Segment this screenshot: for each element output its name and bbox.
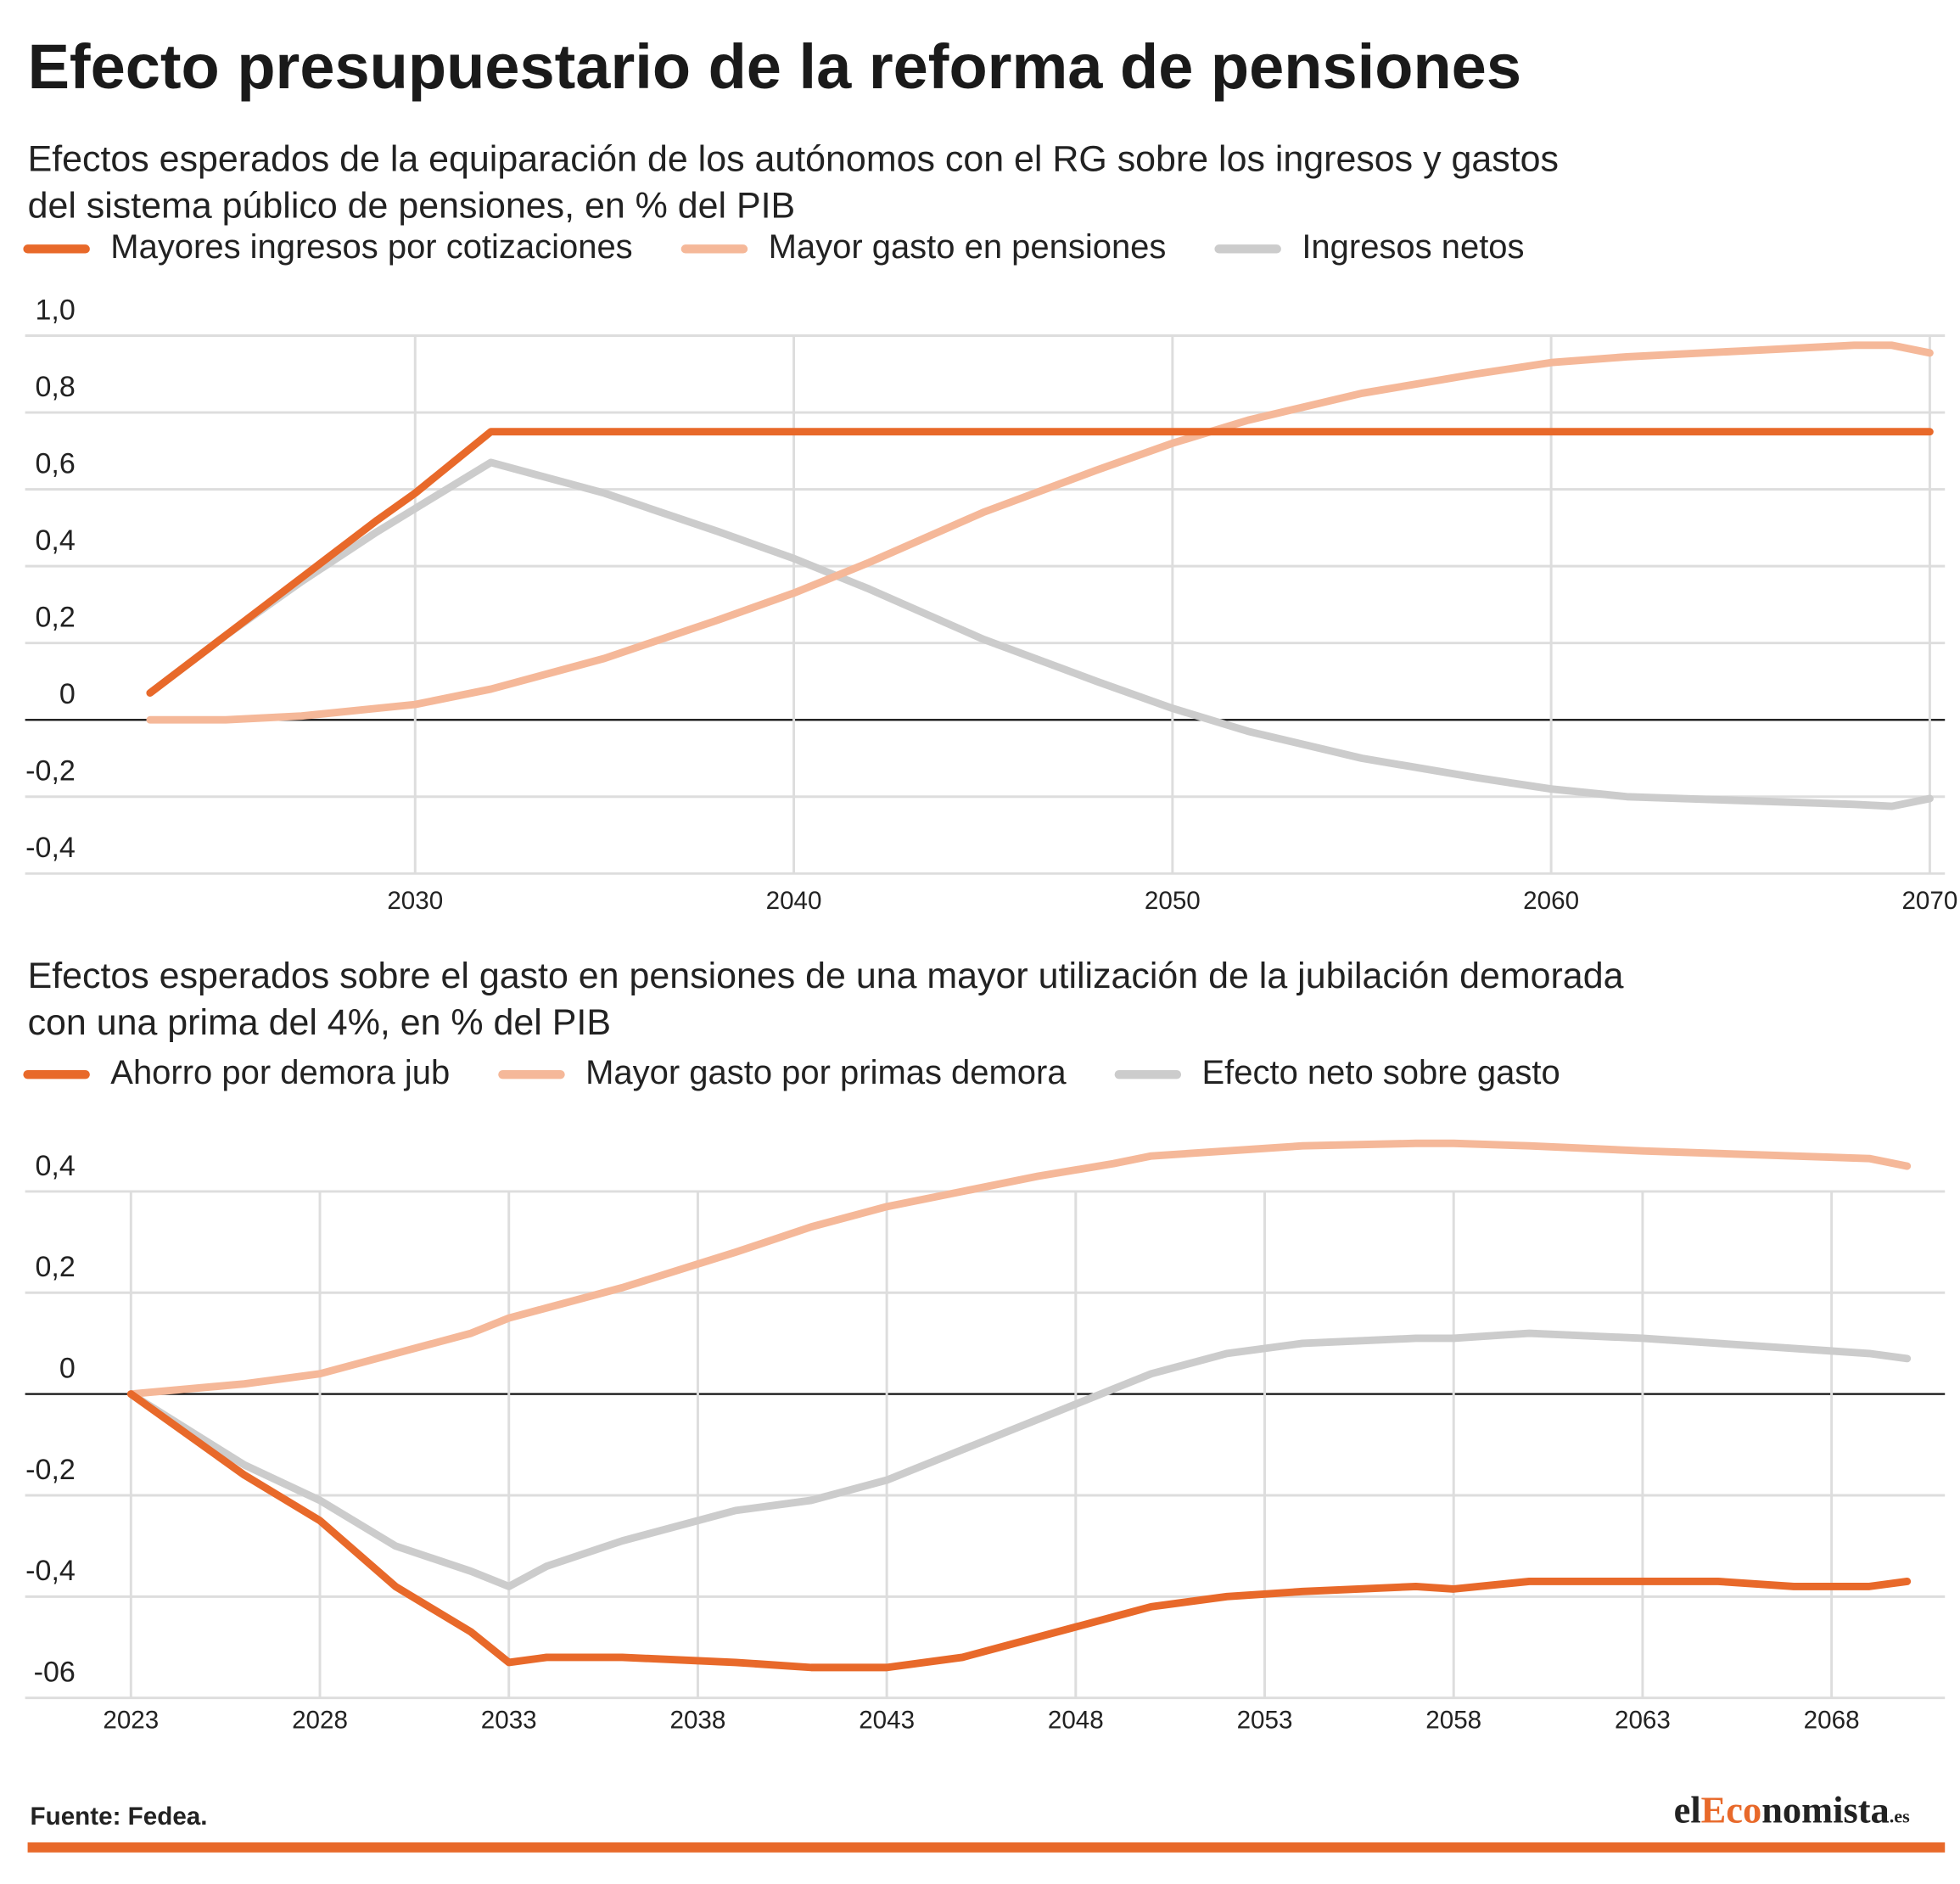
chart-subtitle: Efectos esperados sobre el gasto en pens… [28,956,1624,996]
data-line [126,1390,1912,1672]
y-tick-label: -0,2 [25,1454,76,1486]
footer-bar [27,1842,1946,1853]
chart-subtitle: del sistema público de pensiones, en % d… [28,185,796,226]
y-tick-label: -0,2 [25,755,76,788]
y-tick-label: 0,8 [36,371,76,403]
x-tick-label: 2038 [669,1707,725,1735]
logo-part: el [1674,1788,1701,1831]
x-tick-label: 2053 [1237,1707,1293,1735]
logo: elEconomista.es [1674,1788,1911,1831]
legend-label: Mayores ingresos por cotizaciones [110,228,632,266]
logo-part: .es [1890,1805,1910,1826]
x-tick-label: 2068 [1804,1707,1860,1735]
data-line [126,1329,1912,1590]
y-tick-label: 0,2 [36,602,76,634]
x-tick-label: 2040 [766,887,822,915]
logo-part: nomista [1761,1788,1890,1831]
logo-part: Eco [1701,1788,1762,1831]
y-tick-label: 0 [59,678,76,710]
y-tick-label: 0,4 [36,1150,76,1182]
x-tick-label: 2033 [481,1707,537,1735]
chart-subtitle: con una prima del 4%, en % del PIB [28,1002,611,1043]
data-line [126,1139,1912,1399]
x-tick-label: 2063 [1615,1707,1671,1735]
x-tick-label: 2050 [1145,887,1201,915]
x-tick-label: 2070 [1901,887,1957,915]
data-line [146,341,1934,724]
y-tick-label: -0,4 [25,832,76,864]
y-tick-label: 0,2 [36,1251,76,1283]
x-tick-label: 2043 [859,1707,915,1735]
x-tick-label: 2048 [1048,1707,1104,1735]
legend-label: Mayor gasto en pensiones [769,228,1167,266]
legend-label: Mayor gasto por primas demora [585,1054,1067,1091]
page-title: Efecto presupuestario de la reforma de p… [28,31,1521,102]
x-tick-label: 2023 [103,1707,159,1735]
x-tick-label: 2030 [387,887,443,915]
y-tick-label: 0,4 [36,524,76,557]
y-tick-label: -0,4 [25,1555,76,1587]
legend-label: Ahorro por demora jub [110,1054,450,1091]
x-tick-label: 2028 [292,1707,348,1735]
y-tick-label: 1,0 [36,294,76,326]
data-line [146,458,1934,810]
legend-label: Efecto neto sobre gasto [1202,1054,1560,1091]
x-tick-label: 2058 [1425,1707,1481,1735]
y-tick-label: 0 [59,1352,76,1384]
source: Fuente: Fedea. [31,1803,208,1831]
y-tick-label: 0,6 [36,447,76,479]
x-tick-label: 2060 [1523,887,1579,915]
legend-label: Ingresos netos [1302,228,1524,266]
data-line [146,428,1934,697]
chart-subtitle: Efectos esperados de la equiparación de … [28,139,1559,180]
y-tick-label: -06 [34,1657,76,1689]
